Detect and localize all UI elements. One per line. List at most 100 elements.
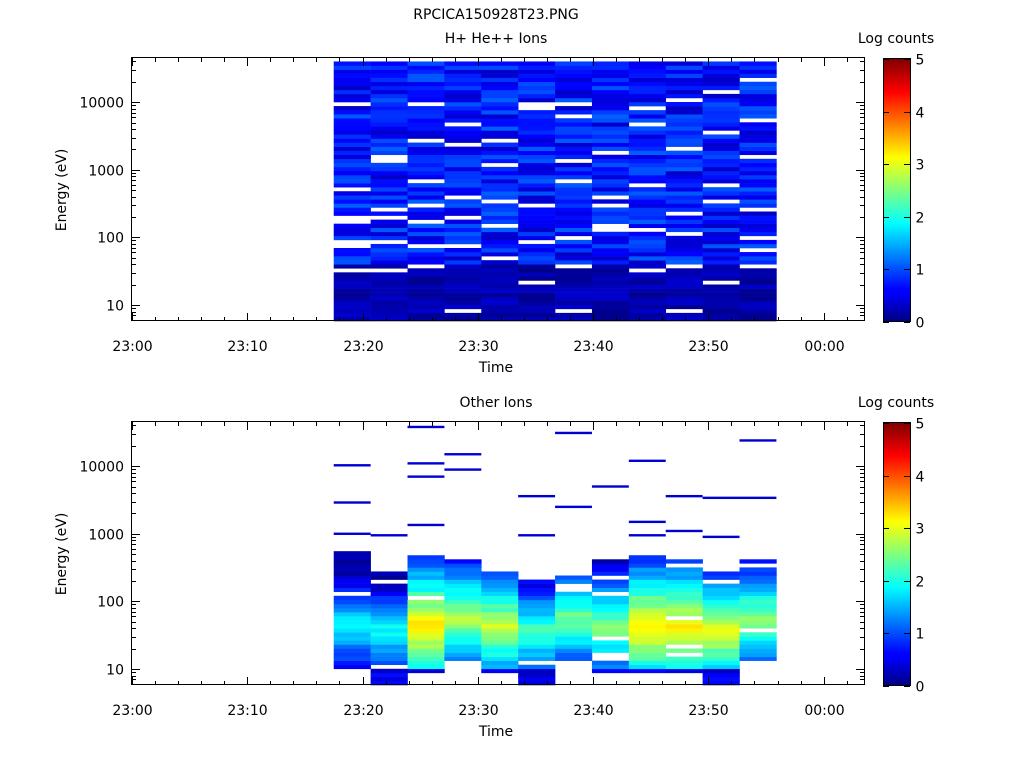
heatmap-cell	[591, 239, 630, 245]
heatmap-cell	[481, 73, 519, 78]
heatmap-cell	[739, 162, 777, 168]
colorbar-gradient	[883, 423, 910, 686]
heatmap-cell	[481, 624, 519, 629]
heatmap-cell	[591, 219, 630, 224]
heatmap-cell	[702, 195, 740, 200]
heatmap-cell	[628, 648, 667, 653]
heatmap-cell	[407, 652, 445, 657]
heatmap-cell	[518, 61, 556, 66]
heatmap-cell	[518, 248, 556, 253]
heatmap-cell	[739, 559, 777, 564]
heatmap-cell	[370, 599, 408, 605]
heatmap-cell	[444, 114, 482, 119]
heatmap-cell	[370, 162, 408, 168]
heatmap-cell	[370, 231, 408, 237]
colorbar-tick-label: 5	[916, 417, 925, 433]
heatmap-cell	[370, 195, 408, 200]
heatmap-cell	[555, 284, 593, 289]
heatmap-cell	[333, 264, 371, 269]
heatmap-cell	[370, 235, 408, 241]
heatmap-cell	[407, 312, 445, 318]
heatmap-cell	[591, 579, 630, 584]
heatmap-cell	[665, 591, 703, 597]
heatmap-cell	[665, 179, 703, 184]
heatmap-cell	[333, 583, 371, 588]
colorbar-tick-label: 4	[916, 106, 925, 122]
heatmap-cell	[739, 65, 777, 70]
heatmap-cell	[370, 304, 408, 310]
heatmap-cell	[444, 154, 482, 160]
heatmap-cell	[370, 300, 408, 306]
heatmap-cell	[555, 223, 593, 229]
heatmap-cell	[628, 142, 667, 147]
heatmap-cell	[444, 126, 482, 131]
heatmap-cell	[702, 61, 740, 66]
heatmap-cell	[481, 656, 519, 661]
heatmap-cell	[518, 587, 556, 593]
count-line	[591, 485, 629, 488]
heatmap-cells	[333, 61, 777, 322]
heatmap-cell	[628, 239, 667, 245]
heatmap-cell	[555, 215, 593, 220]
heatmap-cell	[555, 207, 593, 212]
heatmap-cell	[333, 85, 371, 91]
colorbar-label: Log counts	[858, 395, 934, 411]
heatmap-cell	[518, 89, 556, 95]
heatmap-cell	[739, 203, 777, 208]
heatmap-cell	[444, 130, 482, 135]
heatmap-cell	[665, 118, 703, 123]
heatmap-cell	[481, 187, 519, 192]
y-tick-label: 10	[106, 299, 124, 315]
heatmap-cell	[555, 61, 593, 66]
heatmap-cell	[407, 591, 445, 597]
heatmap-cell	[370, 166, 408, 172]
heatmap-cell	[518, 110, 556, 115]
heatmap-cell	[628, 579, 667, 584]
heatmap-cell	[518, 599, 556, 605]
heatmap-cell	[628, 603, 667, 609]
heatmap-cell	[370, 223, 408, 229]
heatmap-cell	[702, 154, 740, 160]
heatmap-cell	[407, 211, 445, 216]
heatmap-cell	[702, 65, 740, 70]
heatmap-cell	[665, 575, 703, 580]
heatmap-cell	[555, 191, 593, 196]
heatmap-cell	[591, 252, 630, 257]
heatmap-cell	[702, 607, 740, 613]
heatmap-cell	[407, 89, 445, 95]
heatmap-cell	[665, 612, 703, 617]
heatmap-cell	[628, 175, 667, 180]
heatmap-cell	[555, 288, 593, 293]
heatmap-cell	[481, 77, 519, 83]
heatmap-cell	[333, 563, 371, 568]
heatmap-cells	[333, 425, 777, 686]
heatmap-cell	[370, 292, 408, 297]
heatmap-cell	[665, 567, 703, 572]
heatmap-cell	[665, 304, 703, 310]
heatmap-cell	[665, 296, 703, 302]
heatmap-cell	[739, 97, 777, 103]
heatmap-cell	[665, 640, 703, 645]
heatmap-cell	[702, 620, 740, 625]
colorbar-tick-label: 5	[916, 53, 925, 69]
heatmap-cell	[739, 284, 777, 289]
heatmap-cell	[628, 243, 667, 249]
heatmap-cell	[518, 146, 556, 151]
heatmap-cell	[628, 632, 667, 637]
heatmap-cell	[739, 93, 777, 99]
heatmap-cell	[739, 296, 777, 302]
heatmap-cell	[370, 243, 408, 249]
heatmap-cell	[628, 595, 667, 601]
count-line	[333, 464, 371, 467]
heatmap-cell	[370, 571, 408, 576]
heatmap-cell	[370, 183, 408, 188]
heatmap-cell	[591, 640, 630, 645]
heatmap-cell	[518, 81, 556, 87]
heatmap-cell	[407, 118, 445, 123]
heatmap-cell	[407, 248, 445, 253]
heatmap-cell	[444, 595, 482, 601]
heatmap-cell	[665, 199, 703, 204]
heatmap-cell	[702, 304, 740, 310]
heatmap-cell	[628, 260, 667, 265]
x-tick-label: 23:20	[343, 703, 383, 719]
